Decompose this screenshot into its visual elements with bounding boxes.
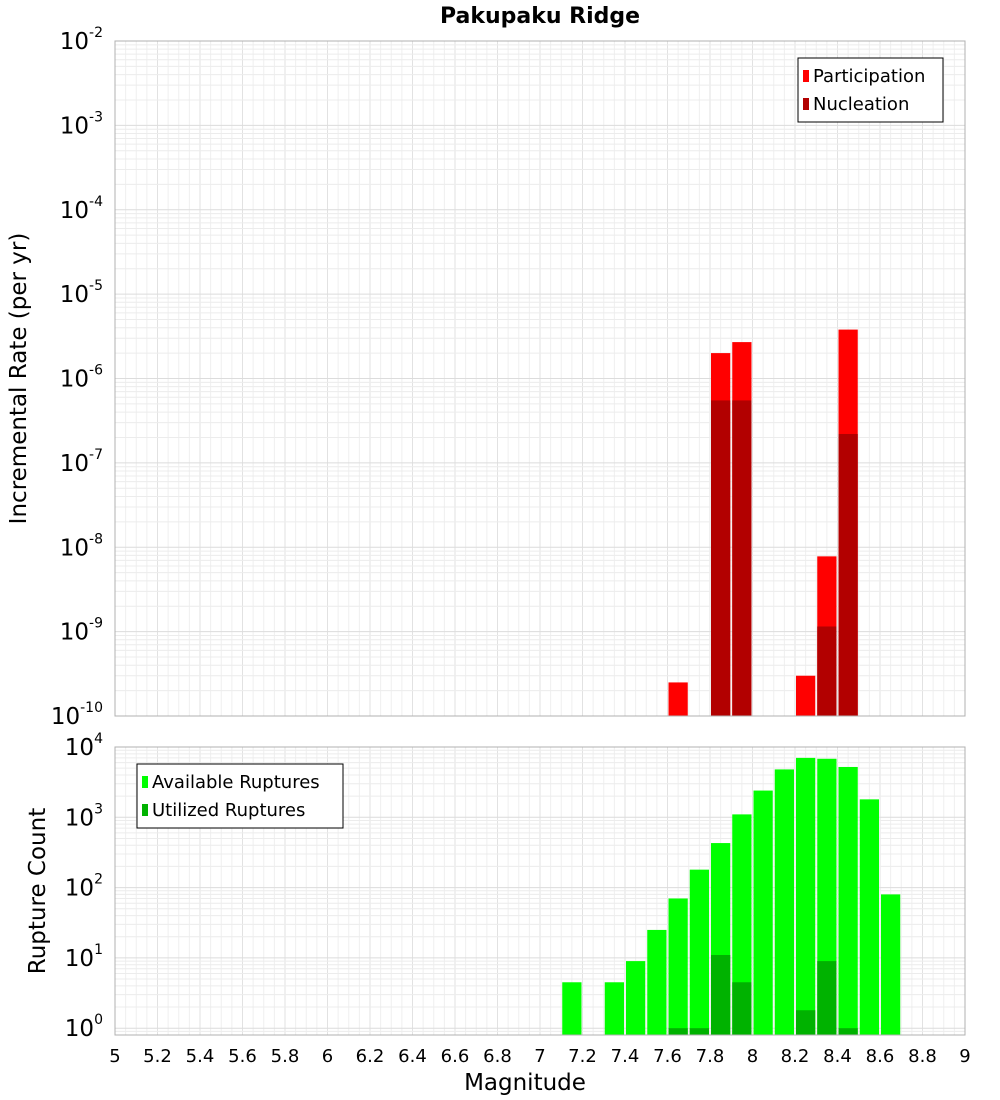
bar	[796, 1010, 816, 1035]
y-tick-label: 10-8	[60, 531, 103, 561]
x-tick-label: 7.2	[568, 1046, 597, 1067]
bar	[668, 898, 688, 1035]
bar	[689, 1028, 709, 1035]
bar	[604, 982, 624, 1035]
series-utilized-ruptures	[668, 954, 858, 1035]
x-tick-label: 5.4	[186, 1046, 215, 1067]
x-tick-label: 9	[959, 1046, 970, 1067]
x-tick-label: 5.6	[228, 1046, 257, 1067]
legend-swatch	[803, 98, 809, 110]
x-tick-label: 5	[109, 1046, 120, 1067]
x-tick-label: 7.8	[696, 1046, 725, 1067]
x-tick-label: 7.4	[611, 1046, 640, 1067]
y-tick-label: 102	[65, 872, 103, 902]
bars	[668, 329, 858, 716]
legend-swatch	[142, 776, 148, 788]
bar	[838, 1028, 858, 1035]
x-tick-label: 5.8	[271, 1046, 300, 1067]
bar	[668, 682, 688, 716]
grid	[114, 40, 966, 717]
x-tick-label: 6.4	[398, 1046, 427, 1067]
x-tick-label: 8.4	[823, 1046, 852, 1067]
bar	[732, 400, 752, 716]
y-tick-label: 100	[65, 1012, 103, 1042]
bar	[732, 982, 752, 1035]
bar	[711, 400, 731, 716]
bar	[732, 814, 752, 1035]
legend-box	[136, 763, 344, 829]
bar	[838, 766, 858, 1035]
x-tick-label: 6.8	[483, 1046, 512, 1067]
x-tick-label: 7.6	[653, 1046, 682, 1067]
panel-counts: 100 101 102 103 104 Rupture Count Available Ru…	[25, 731, 971, 1096]
y-tick-label: 103	[65, 801, 103, 831]
y-axis-label: Rupture Count	[25, 808, 51, 974]
x-tick-label: 6.2	[356, 1046, 385, 1067]
bar	[796, 675, 816, 716]
y-tick-label: 10-3	[60, 109, 103, 139]
x-tick-label: 8	[747, 1046, 758, 1067]
bars	[562, 757, 901, 1035]
legend-label: Nucleation	[813, 94, 909, 115]
bar	[711, 954, 731, 1035]
legend-box	[797, 57, 944, 123]
panel-rates: 10-10 10-9 10-8 10-7 10-6 10-5 10-4 10-3 10-2 Inc…	[6, 4, 966, 730]
plot-frame	[114, 746, 966, 1036]
legend: Available Ruptures Utilized Ruptures	[136, 763, 344, 829]
bar	[796, 757, 816, 1035]
y-ticks: 10-10 10-9 10-8 10-7 10-6 10-5 10-4 10-3 10-2	[51, 25, 103, 730]
bar	[859, 799, 879, 1035]
y-tick-label: 10-6	[60, 363, 103, 393]
bar	[689, 869, 709, 1035]
y-tick-label: 10-10	[51, 700, 103, 730]
x-tick-label: 8.8	[908, 1046, 937, 1067]
x-tick-label: 6	[322, 1046, 333, 1067]
y-tick-label: 10-9	[60, 616, 103, 646]
legend: Participation Nucleation	[797, 57, 944, 123]
series-nucleation	[711, 400, 858, 716]
x-axis-label: Magnitude	[464, 1070, 586, 1096]
bar	[753, 790, 773, 1035]
legend-swatch	[142, 804, 148, 816]
x-tick-label: 8.2	[781, 1046, 810, 1067]
y-ticks: 100 101 102 103 104	[65, 731, 103, 1042]
y-tick-label: 10-4	[60, 194, 103, 224]
x-tick-label: 5.2	[143, 1046, 172, 1067]
bar	[817, 626, 837, 716]
plot-frame	[114, 40, 966, 717]
y-tick-label: 10-2	[60, 25, 103, 55]
chart-title: Pakupaku Ridge	[440, 4, 640, 29]
bar	[817, 961, 837, 1035]
x-ticks: 5 5.2 5.4 5.6 5.8 6 6.2 6.4 6.6 6.8 7 7.2 7.4 7.6 7.8 8…	[109, 1046, 970, 1067]
bar	[774, 769, 794, 1035]
x-tick-label: 7	[534, 1046, 545, 1067]
bar	[626, 961, 646, 1035]
bar	[838, 433, 858, 716]
legend-label: Utilized Ruptures	[152, 800, 305, 821]
legend-swatch	[803, 70, 809, 82]
bar	[647, 929, 667, 1035]
y-tick-label: 10-5	[60, 278, 103, 308]
legend-label: Participation	[813, 66, 925, 87]
y-axis-label: Incremental Rate (per yr)	[6, 233, 32, 525]
x-tick-label: 6.6	[441, 1046, 470, 1067]
x-tick-label: 8.6	[866, 1046, 895, 1067]
y-tick-label: 101	[65, 942, 103, 972]
y-tick-label: 10-7	[60, 447, 103, 477]
legend-label: Available Ruptures	[152, 772, 320, 793]
bar	[562, 982, 582, 1035]
y-tick-label: 104	[65, 731, 103, 761]
bar	[668, 1028, 688, 1035]
bar	[881, 894, 901, 1035]
